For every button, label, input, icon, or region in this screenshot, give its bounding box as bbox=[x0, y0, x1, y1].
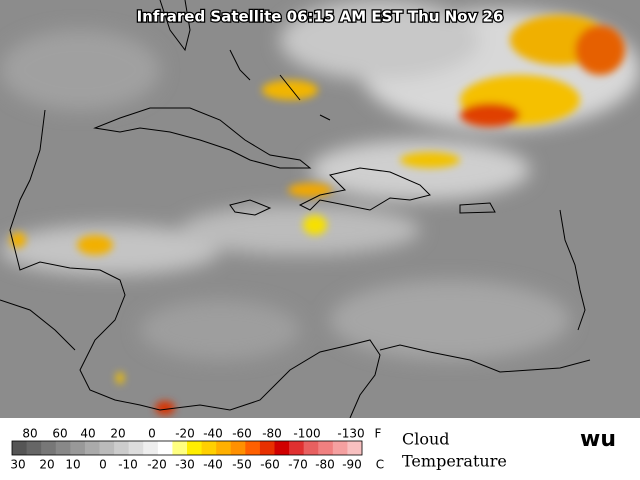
color-swatch bbox=[187, 441, 203, 455]
fahrenheit-label: -20 bbox=[175, 427, 195, 441]
color-swatch bbox=[26, 441, 42, 455]
fahrenheit-label: -130 bbox=[337, 427, 364, 441]
fahrenheit-label: 0 bbox=[148, 427, 156, 441]
celsius-label: -10 bbox=[118, 458, 138, 472]
color-swatch bbox=[114, 441, 130, 455]
color-scale bbox=[11, 440, 363, 456]
color-swatch bbox=[172, 441, 188, 455]
color-swatch bbox=[216, 441, 232, 455]
celsius-label: -40 bbox=[203, 458, 223, 472]
color-swatch bbox=[84, 441, 100, 455]
legend-caption: Cloud bbox=[402, 430, 450, 449]
celsius-label: -80 bbox=[315, 458, 335, 472]
fahrenheit-label: -60 bbox=[232, 427, 252, 441]
celsius-label: 10 bbox=[65, 458, 80, 472]
color-swatch bbox=[245, 441, 261, 455]
fahrenheit-label: -100 bbox=[293, 427, 320, 441]
color-swatch bbox=[274, 441, 290, 455]
fahrenheit-label: 40 bbox=[80, 427, 95, 441]
color-swatch bbox=[128, 441, 144, 455]
celsius-label: -50 bbox=[232, 458, 252, 472]
fahrenheit-label: 60 bbox=[52, 427, 67, 441]
color-swatch bbox=[201, 441, 217, 455]
celsius-label: 30 bbox=[10, 458, 25, 472]
logo: wu bbox=[580, 427, 616, 452]
color-scale-border bbox=[11, 440, 363, 456]
fahrenheit-label: -40 bbox=[203, 427, 223, 441]
celsius-label: -20 bbox=[147, 458, 167, 472]
celsius-label: -90 bbox=[342, 458, 362, 472]
color-swatch bbox=[41, 441, 57, 455]
celsius-label: -60 bbox=[260, 458, 280, 472]
color-swatch bbox=[332, 441, 348, 455]
celsius-label: 0 bbox=[99, 458, 107, 472]
fahrenheit-unit: F bbox=[375, 427, 382, 441]
color-swatch bbox=[289, 441, 305, 455]
coastlines bbox=[0, 0, 591, 419]
legend-caption: Temperature bbox=[402, 452, 507, 471]
celsius-label: -70 bbox=[288, 458, 308, 472]
color-swatch bbox=[143, 441, 159, 455]
color-swatch bbox=[70, 441, 86, 455]
cold-cloud-tops bbox=[10, 15, 625, 415]
celsius-label: 20 bbox=[39, 458, 54, 472]
fahrenheit-label: 80 bbox=[22, 427, 37, 441]
fahrenheit-label: -80 bbox=[262, 427, 282, 441]
color-swatch bbox=[157, 441, 173, 455]
color-swatch bbox=[55, 441, 71, 455]
color-swatch bbox=[303, 441, 319, 455]
celsius-label: -30 bbox=[175, 458, 195, 472]
logo-box bbox=[574, 424, 626, 454]
celsius-unit: C bbox=[376, 458, 384, 472]
color-swatch bbox=[318, 441, 334, 455]
color-swatch bbox=[12, 441, 28, 455]
color-swatch bbox=[230, 441, 246, 455]
map-title: Infrared Satellite 06:15 AM EST Thu Nov … bbox=[137, 8, 504, 26]
fahrenheit-label: 20 bbox=[110, 427, 125, 441]
color-swatch bbox=[347, 441, 363, 455]
color-swatch bbox=[99, 441, 115, 455]
color-swatch bbox=[259, 441, 275, 455]
